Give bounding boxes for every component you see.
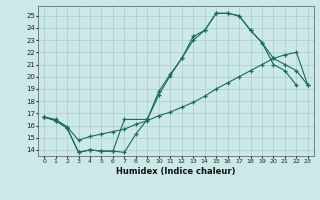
X-axis label: Humidex (Indice chaleur): Humidex (Indice chaleur)	[116, 167, 236, 176]
